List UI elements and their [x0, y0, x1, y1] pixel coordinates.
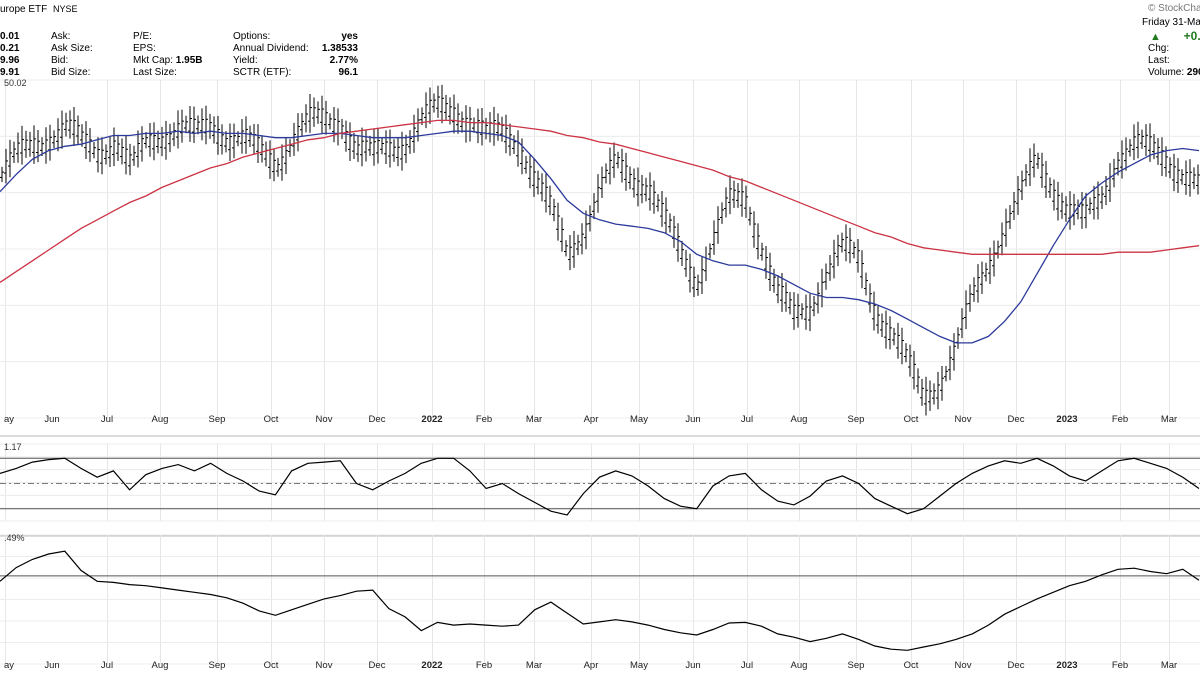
quote-label: Bid Size:: [51, 67, 91, 78]
quote-column-4-values: yes 1.38533 2.77% 96.1: [300, 31, 358, 79]
quote-label: EPS:: [133, 43, 156, 54]
quote-label: Annual Dividend:: [233, 43, 309, 54]
panel-annotation: 1.17: [4, 442, 22, 452]
exchange-label: NYSE: [53, 4, 78, 14]
quote-label: Options:: [233, 31, 271, 42]
panel-annotation: 50.02: [4, 78, 27, 88]
x-tick-label: Jul: [101, 660, 113, 671]
quote-label: SCTR (ETF):: [233, 67, 292, 78]
series-line: [0, 457, 1200, 516]
chart-title: urope ETF NYSE: [0, 3, 78, 16]
quote-label: Yield:: [233, 55, 258, 66]
x-tick-label: Mar: [526, 414, 542, 425]
quote-value: 0.01: [0, 31, 20, 42]
quote-value: yes: [341, 31, 358, 42]
quote-column-right: Chg: Last: Volume: 290: [1148, 43, 1200, 79]
quote-value: 9.91: [0, 67, 20, 78]
quote-column-3: P/E: EPS: Mkt Cap: 1.95B Last Size:: [133, 31, 202, 79]
quote-label: Last:: [1148, 55, 1170, 66]
x-tick-label: Dec: [1008, 414, 1025, 425]
x-tick-label: ay: [4, 660, 14, 671]
x-tick-label: Aug: [152, 414, 169, 425]
x-tick-label: Jul: [741, 414, 753, 425]
quote-label: Volume: 290: [1148, 67, 1200, 79]
x-tick-label: Mar: [526, 660, 542, 671]
up-arrow-icon: ▲: [1150, 31, 1161, 43]
x-tick-label: Dec: [1008, 660, 1025, 671]
x-tick-label: Feb: [476, 414, 492, 425]
quote-label: Chg:: [1148, 43, 1170, 54]
series-line: [0, 550, 1200, 651]
x-tick-label: Oct: [904, 414, 919, 425]
x-tick-label: Dec: [369, 660, 386, 671]
x-tick-label: Jul: [741, 660, 753, 671]
symbol-name: urope ETF: [0, 4, 48, 15]
x-tick-label: 2023: [1056, 660, 1077, 671]
x-tick-label: 2022: [421, 660, 442, 671]
x-tick-label: 2022: [421, 414, 442, 425]
x-tick-label: Sep: [848, 414, 865, 425]
x-tick-label: Feb: [1112, 660, 1128, 671]
x-tick-label: Nov: [955, 414, 972, 425]
panel-annotation: .49%: [4, 533, 25, 543]
x-tick-label: ay: [4, 414, 14, 425]
quote-column-1: 0.01 0.21 9.96 9.91: [0, 31, 19, 79]
x-tick-label: 2023: [1056, 414, 1077, 425]
x-tick-label: Sep: [209, 660, 226, 671]
mkt-cap-value: 1.95B: [175, 55, 203, 66]
x-tick-label: Sep: [209, 414, 226, 425]
x-tick-label: Aug: [791, 414, 808, 425]
series-line: [0, 130, 1200, 344]
x-tick-label: Oct: [904, 660, 919, 671]
x-tick-label: Mar: [1161, 660, 1177, 671]
x-tick-label: May: [630, 414, 648, 425]
x-tick-label: Apr: [584, 414, 599, 425]
change-row: ▲ +0.: [1150, 30, 1200, 44]
x-tick-label: Jun: [685, 660, 700, 671]
x-tick-label: Mar: [1161, 414, 1177, 425]
x-tick-label: Feb: [1112, 414, 1128, 425]
quote-value: 1.38533: [321, 43, 358, 54]
x-tick-label: Aug: [791, 660, 808, 671]
x-tick-label: Feb: [476, 660, 492, 671]
volume-value: 290: [1186, 67, 1200, 78]
quote-label: Mkt Cap: 1.95B: [133, 55, 203, 66]
x-tick-label: Jun: [44, 660, 59, 671]
x-tick-label: Nov: [316, 660, 333, 671]
x-tick-label: Jul: [101, 414, 113, 425]
x-tick-label: Aug: [152, 660, 169, 671]
quote-label: Ask:: [51, 31, 71, 42]
quote-column-4: Options: Annual Dividend: Yield: SCTR (E…: [233, 31, 309, 79]
x-tick-label: Nov: [955, 660, 972, 671]
quote-label: Ask Size:: [51, 43, 93, 54]
x-tick-label: Jun: [44, 414, 59, 425]
series-line: [0, 119, 1200, 283]
watermark: © StockCha: [1148, 3, 1200, 14]
x-tick-label: Sep: [848, 660, 865, 671]
quote-value: 0.21: [0, 43, 20, 54]
quote-label: P/E:: [133, 31, 152, 42]
quote-label: Bid:: [51, 55, 69, 66]
x-tick-label: Oct: [264, 414, 279, 425]
x-tick-label: Dec: [369, 414, 386, 425]
quote-date: Friday 31-Mar: [1142, 17, 1200, 28]
x-tick-label: Oct: [264, 660, 279, 671]
x-tick-label: Jun: [685, 414, 700, 425]
quote-value: 2.77%: [329, 55, 358, 66]
quote-column-2: Ask: Ask Size: Bid: Bid Size:: [51, 31, 93, 79]
x-tick-label: Nov: [316, 414, 333, 425]
change-value: +0.: [1183, 29, 1200, 43]
quote-value: 96.1: [338, 67, 358, 78]
quote-value: 9.96: [0, 55, 20, 66]
x-tick-label: Apr: [584, 660, 599, 671]
quote-label: Last Size:: [133, 67, 177, 78]
x-tick-label: May: [630, 660, 648, 671]
